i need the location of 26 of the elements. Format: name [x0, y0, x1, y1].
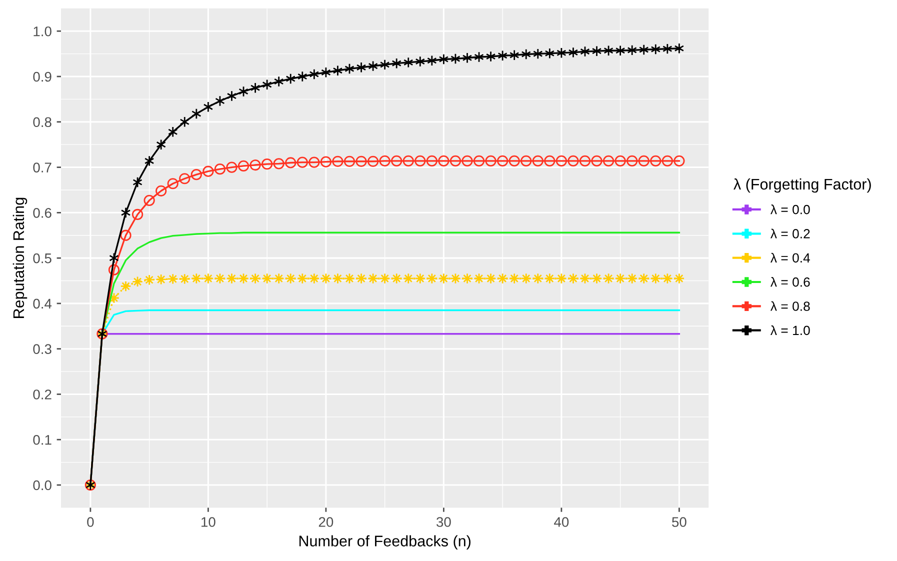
- legend-label: λ = 1.0: [770, 325, 810, 336]
- x-tick-label: 0: [87, 517, 94, 527]
- legend-label: λ = 0.0: [770, 204, 810, 214]
- legend-label: λ = 0.8: [770, 301, 810, 311]
- y-tick-label: 0.1: [33, 434, 52, 445]
- legend-title: λ (Forgetting Factor): [734, 178, 871, 193]
- x-tick-label: 40: [554, 517, 569, 527]
- y-tick-label: 0.6: [33, 208, 52, 218]
- y-tick-label: 0.4: [33, 298, 52, 309]
- x-tick-label: 50: [672, 517, 686, 527]
- y-tick-label: 0.9: [33, 72, 52, 82]
- legend-label: λ = 0.6: [770, 277, 810, 287]
- y-axis-title: Reputation Rating: [12, 198, 28, 318]
- x-tick-label: 20: [318, 517, 334, 527]
- x-axis-title: Number of Feedbacks (n): [299, 535, 470, 550]
- y-tick-label: 1.0: [34, 26, 52, 36]
- x-tick-label: 10: [202, 517, 216, 527]
- y-tick-label: 0.8: [33, 117, 52, 128]
- y-tick-label: 0.3: [33, 344, 52, 354]
- x-tick-label: 30: [436, 517, 451, 527]
- y-tick-label: 0.5: [33, 253, 52, 264]
- y-tick-label: 0.0: [33, 480, 52, 490]
- legend-label: λ = 0.4: [770, 252, 810, 263]
- legend-label: λ = 0.2: [770, 228, 810, 238]
- y-tick-label: 0.7: [33, 162, 52, 172]
- y-tick-label: 0.2: [33, 390, 52, 400]
